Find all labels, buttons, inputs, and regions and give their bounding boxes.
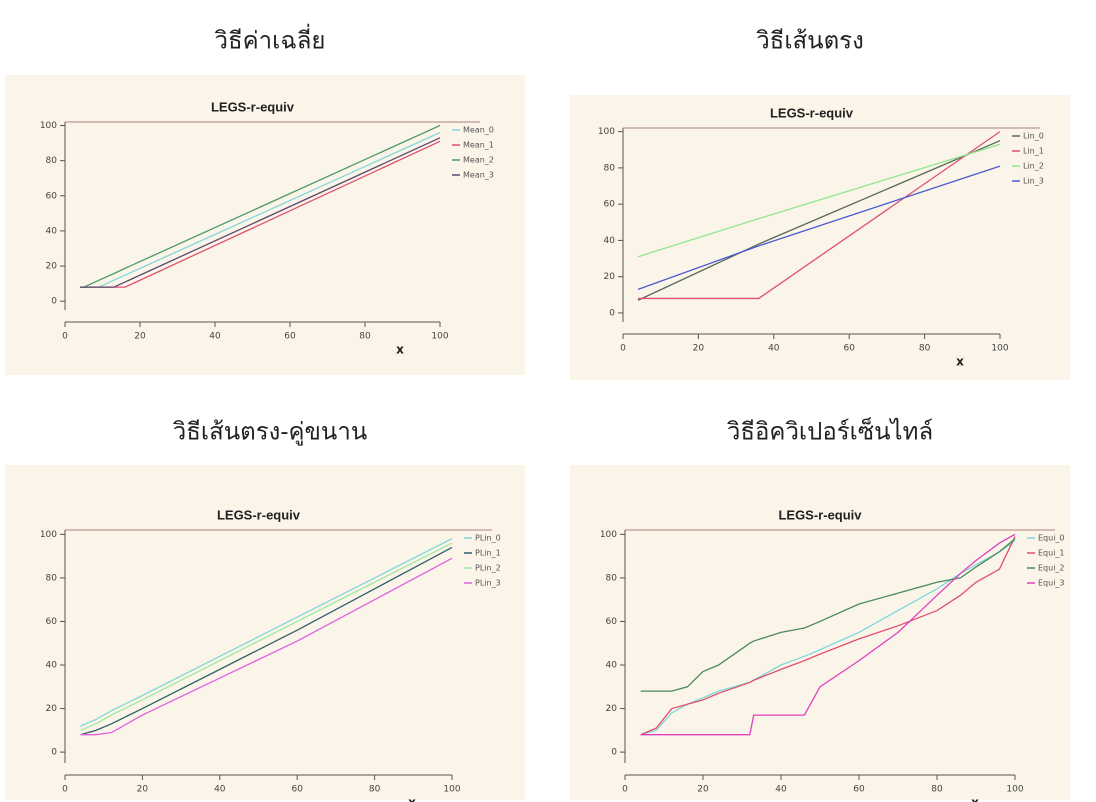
x-tick-label: 80 bbox=[919, 344, 931, 354]
series-line bbox=[640, 536, 1016, 736]
legend-label: PLin_3 bbox=[475, 579, 501, 588]
x-axis-label: x bbox=[956, 355, 964, 369]
chart-heading: วิธีเส้นตรง bbox=[756, 27, 864, 55]
legend-label: PLin_2 bbox=[475, 564, 501, 573]
series-line bbox=[637, 165, 1001, 290]
legend-label: Mean_1 bbox=[463, 141, 494, 150]
y-tick-label: 40 bbox=[46, 226, 58, 236]
y-tick-label: 20 bbox=[604, 272, 616, 282]
x-tick-label: 20 bbox=[697, 785, 709, 795]
x-tick-label: 40 bbox=[214, 785, 226, 795]
x-tick-label: 0 bbox=[622, 785, 628, 795]
x-axis-label: x bbox=[971, 796, 979, 802]
series-line bbox=[637, 143, 1001, 258]
legend-label: Mean_2 bbox=[463, 156, 494, 165]
panel-bg bbox=[5, 75, 525, 375]
legend-label: Lin_3 bbox=[1023, 177, 1044, 186]
x-tick-label: 40 bbox=[768, 344, 780, 354]
x-tick-label: 100 bbox=[991, 344, 1008, 354]
series-line bbox=[640, 533, 1016, 736]
x-tick-label: 20 bbox=[134, 332, 146, 342]
legend-label: Lin_2 bbox=[1023, 162, 1044, 171]
x-tick-label: 80 bbox=[359, 332, 371, 342]
y-tick-label: 20 bbox=[46, 262, 58, 272]
series-line bbox=[80, 546, 453, 736]
x-tick-label: 40 bbox=[775, 785, 787, 795]
y-tick-label: 60 bbox=[46, 617, 58, 627]
y-tick-label: 0 bbox=[51, 748, 57, 758]
chart-heading: วิธีค่าเฉลี่ย bbox=[214, 24, 326, 55]
x-tick-label: 100 bbox=[1006, 785, 1023, 795]
x-tick-label: 60 bbox=[291, 785, 303, 795]
y-tick-label: 20 bbox=[606, 704, 618, 714]
y-tick-label: 100 bbox=[598, 127, 615, 137]
x-tick-label: 60 bbox=[843, 344, 855, 354]
y-tick-label: 100 bbox=[600, 530, 617, 540]
panel-bg bbox=[570, 95, 1070, 380]
y-tick-label: 40 bbox=[604, 236, 616, 246]
y-tick-label: 60 bbox=[606, 617, 618, 627]
chart-heading: วิธีอิควิเปอร์เซ็นไทล์ bbox=[726, 417, 933, 446]
panel-bg bbox=[570, 465, 1070, 800]
y-tick-label: 80 bbox=[46, 573, 58, 583]
y-tick-label: 80 bbox=[46, 156, 58, 166]
series-line bbox=[638, 131, 1001, 300]
legend-label: Lin_0 bbox=[1023, 132, 1044, 141]
y-tick-label: 100 bbox=[40, 530, 57, 540]
x-tick-label: 20 bbox=[137, 785, 149, 795]
y-tick-label: 40 bbox=[46, 661, 58, 671]
legend-label: Equi_2 bbox=[1038, 564, 1065, 573]
x-tick-label: 100 bbox=[431, 332, 448, 342]
series-line bbox=[80, 557, 453, 736]
x-tick-label: 100 bbox=[443, 785, 460, 795]
chart-title: LEGS-r-equiv bbox=[778, 507, 862, 522]
y-tick-label: 100 bbox=[40, 121, 57, 131]
legend-label: PLin_0 bbox=[475, 534, 501, 543]
chart-title: LEGS-r-equiv bbox=[217, 507, 301, 522]
legend-label: Mean_0 bbox=[463, 126, 494, 135]
x-tick-label: 80 bbox=[931, 785, 943, 795]
x-tick-label: 0 bbox=[62, 332, 68, 342]
panel-bg bbox=[5, 465, 525, 800]
y-tick-label: 60 bbox=[46, 191, 58, 201]
x-axis-label: x bbox=[396, 343, 404, 357]
x-tick-label: 60 bbox=[853, 785, 865, 795]
y-tick-label: 0 bbox=[609, 308, 615, 318]
x-tick-label: 40 bbox=[209, 332, 221, 342]
x-tick-label: 60 bbox=[284, 332, 296, 342]
legend-label: Equi_1 bbox=[1038, 549, 1065, 558]
chart-title: LEGS-r-equiv bbox=[770, 105, 854, 120]
legend-label: Equi_0 bbox=[1038, 534, 1065, 543]
x-tick-label: 20 bbox=[693, 344, 705, 354]
legend-label: Mean_3 bbox=[463, 171, 494, 180]
series-line bbox=[80, 538, 453, 727]
x-tick-label: 0 bbox=[620, 344, 626, 354]
y-tick-label: 60 bbox=[604, 200, 616, 210]
y-tick-label: 0 bbox=[51, 297, 57, 307]
legend-label: Equi_3 bbox=[1038, 579, 1065, 588]
x-tick-label: 80 bbox=[369, 785, 381, 795]
x-axis-label: x bbox=[408, 796, 416, 802]
x-tick-label: 0 bbox=[62, 785, 68, 795]
y-tick-label: 0 bbox=[611, 748, 617, 758]
series-line bbox=[640, 538, 1016, 692]
chart-heading: วิธีเส้นตรง-คู่ขนาน bbox=[172, 418, 367, 447]
series-line bbox=[80, 137, 441, 288]
series-line bbox=[80, 542, 453, 731]
y-tick-label: 40 bbox=[606, 661, 618, 671]
chart-title: LEGS-r-equiv bbox=[211, 99, 295, 114]
y-tick-label: 20 bbox=[46, 704, 58, 714]
legend-label: Lin_1 bbox=[1023, 147, 1044, 156]
y-tick-label: 80 bbox=[604, 163, 616, 173]
series-line bbox=[637, 140, 1001, 301]
legend-label: PLin_1 bbox=[475, 549, 501, 558]
y-tick-label: 80 bbox=[606, 573, 618, 583]
